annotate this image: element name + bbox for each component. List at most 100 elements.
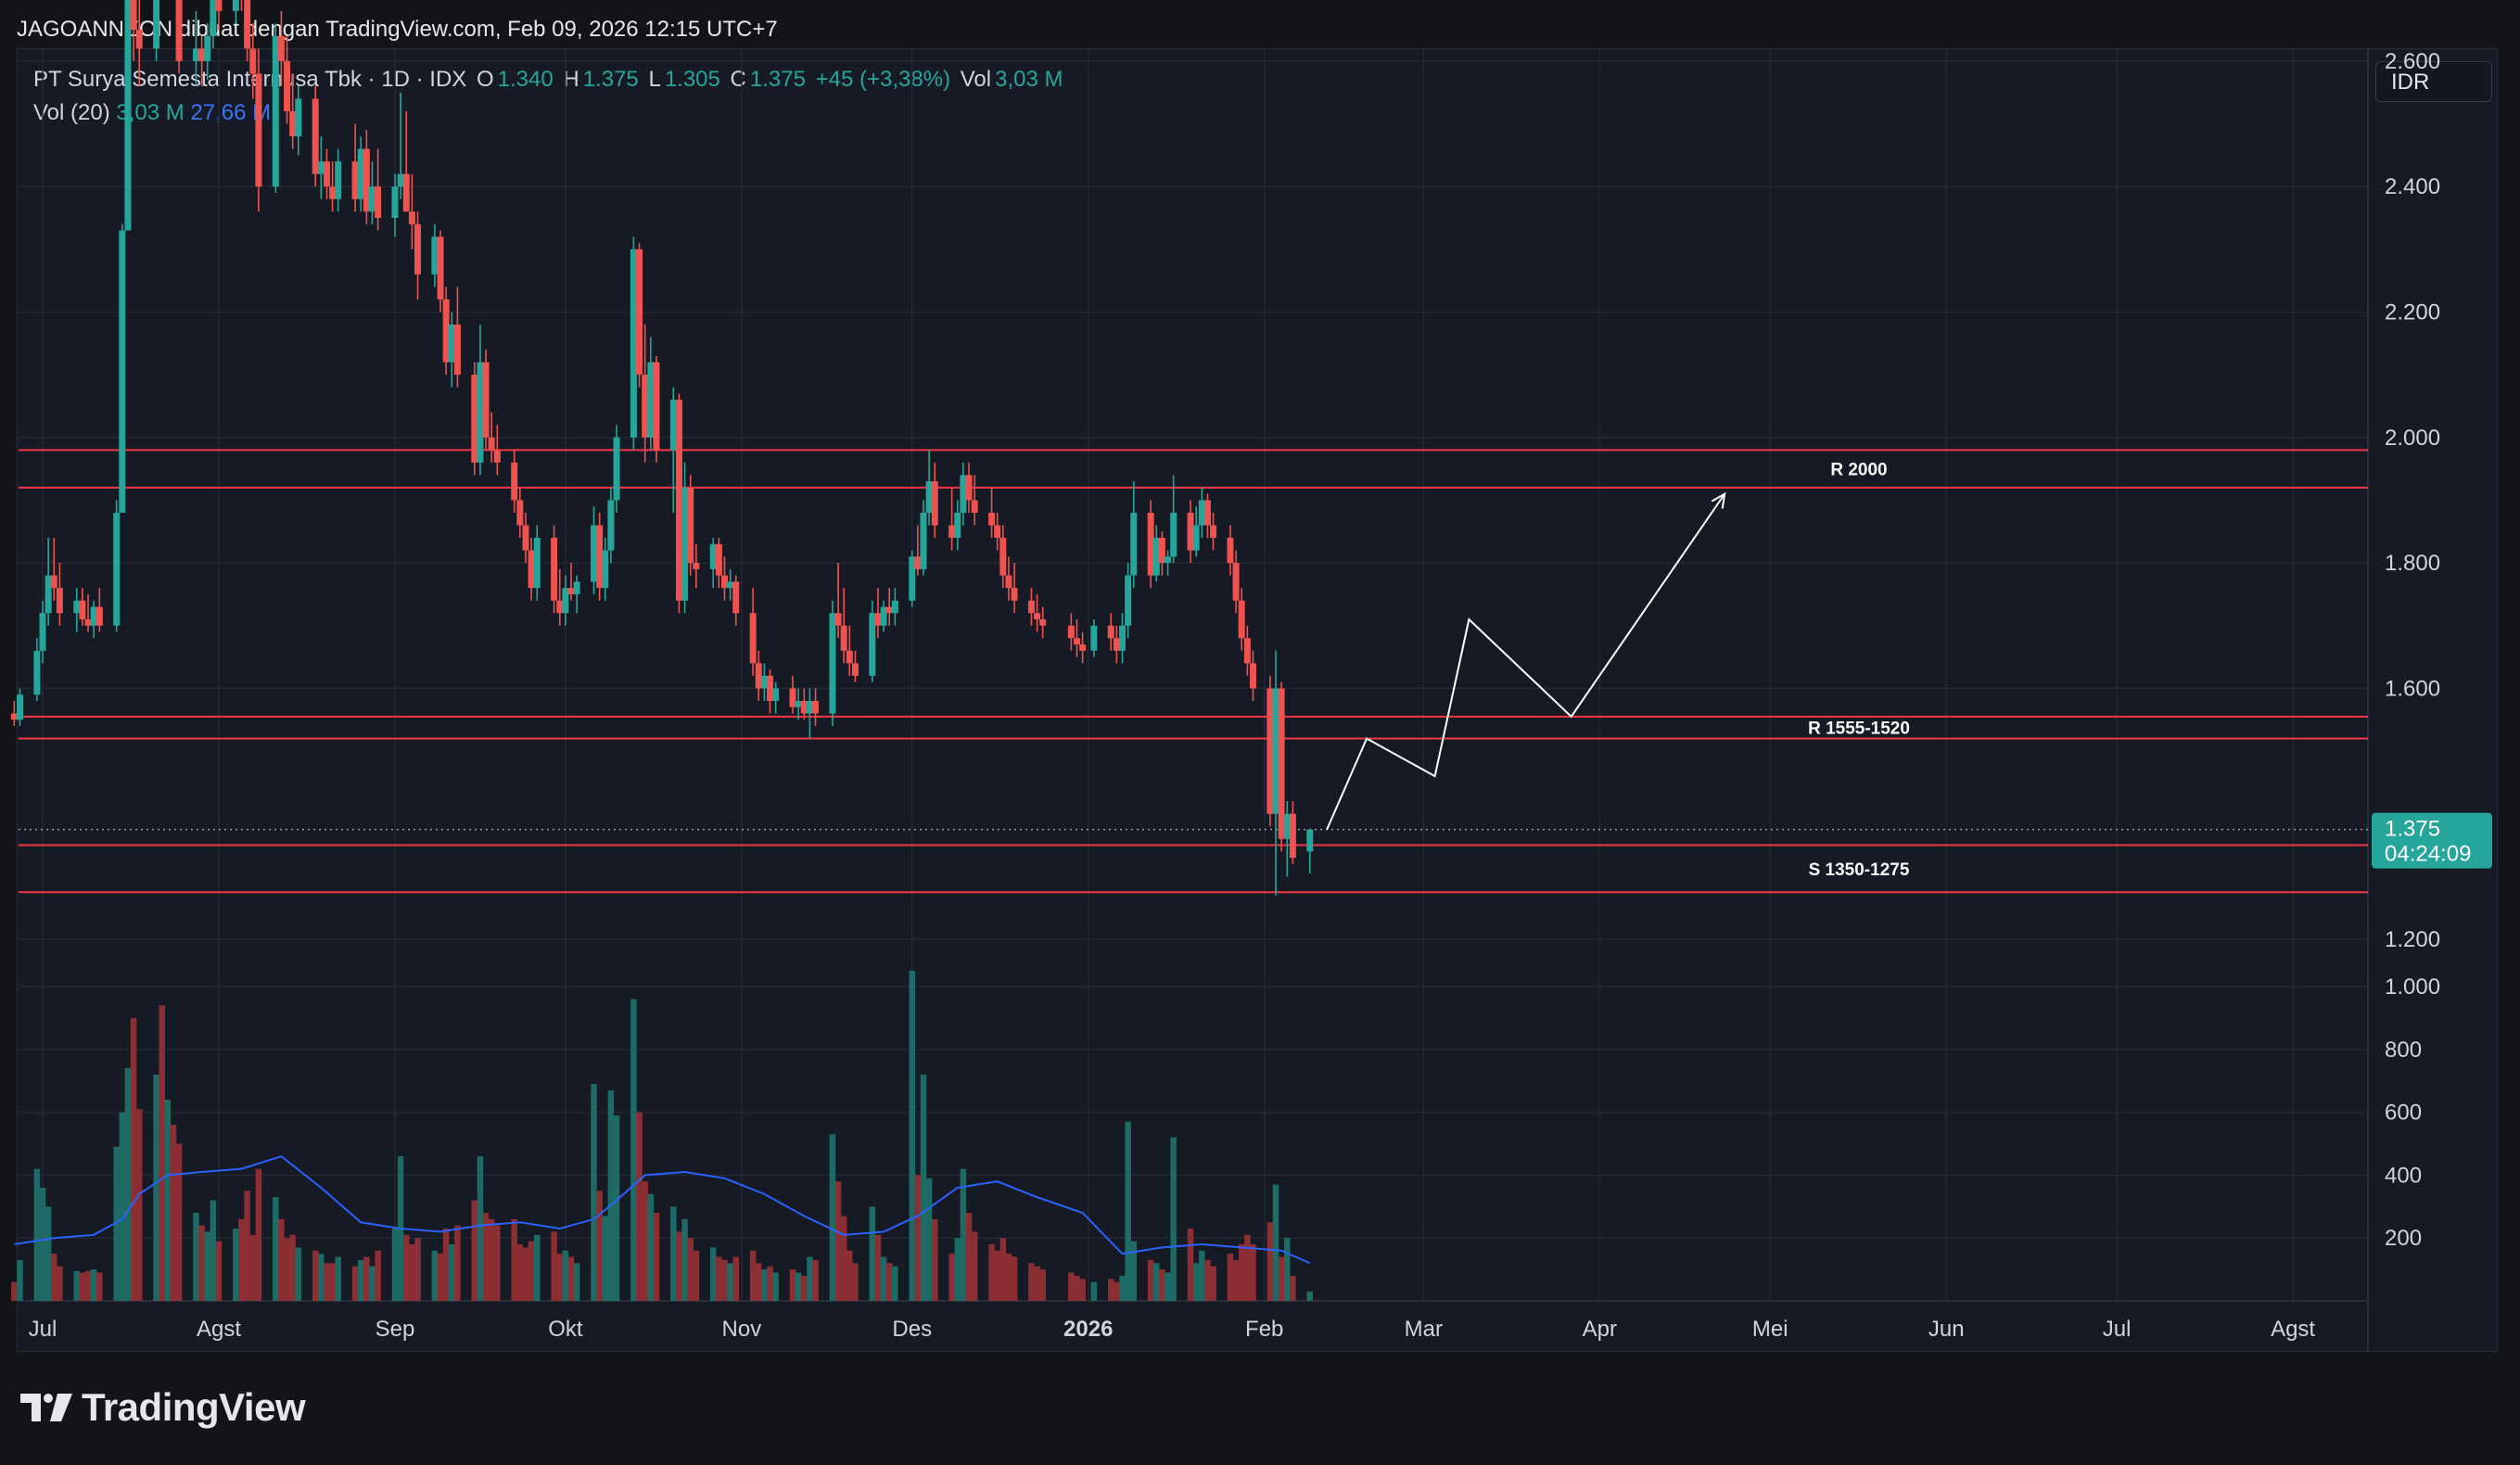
volume-bar [255, 1168, 262, 1301]
volume-tick-label: 200 [2385, 1226, 2422, 1251]
volume-bar [1227, 1254, 1234, 1301]
candle-body [289, 111, 297, 137]
candle-body [1238, 600, 1245, 639]
volume-bar [273, 1197, 279, 1301]
volume-bar [885, 1263, 893, 1301]
volume-bar [335, 1256, 341, 1301]
volume-bar [1028, 1263, 1035, 1301]
volume-bar [198, 1225, 205, 1301]
candle-body [175, 0, 183, 61]
volume-tick-label: 400 [2385, 1163, 2422, 1188]
candle-body [113, 512, 121, 626]
projection-path [1326, 493, 1726, 831]
volume-bar [829, 1134, 836, 1301]
candle-body [551, 538, 558, 601]
volume-bar [375, 1250, 381, 1301]
volume-bar [607, 1089, 615, 1301]
volume-bar [756, 1263, 762, 1301]
candle-body [829, 613, 836, 714]
candle-body [363, 148, 370, 212]
volume-bar [1108, 1279, 1114, 1301]
last-price-value: 1.375 [2385, 817, 2440, 842]
candle-body [1119, 625, 1126, 651]
candle-body [914, 556, 922, 569]
time-tick-label: Nov [722, 1317, 762, 1342]
candle-body [720, 575, 728, 589]
candle-body [812, 700, 820, 714]
candle-body [493, 450, 501, 463]
volume-bar [233, 1229, 239, 1301]
volume-bar [170, 1125, 177, 1301]
volume-bar [477, 1156, 484, 1301]
candle-body [556, 600, 564, 614]
close-value: 1.375 [749, 67, 806, 92]
candle-body [130, 0, 137, 31]
volume-bar [920, 1074, 927, 1301]
time-tick-label: Mei [1752, 1317, 1788, 1342]
volume-bar [960, 1168, 967, 1301]
volume-bar [852, 1263, 859, 1301]
open-label: O [476, 67, 494, 92]
volume-bar [709, 1247, 717, 1301]
candle-body [192, 48, 199, 61]
candle-body [1125, 575, 1132, 626]
time-tick-label: Jun [1928, 1317, 1965, 1342]
candle-body [368, 186, 375, 212]
candle-body [453, 325, 461, 376]
volume-bar [1170, 1137, 1177, 1301]
attribution-text: JAGOANNEON dibuat dengan TradingView.com… [17, 17, 778, 42]
candle-body [335, 161, 342, 199]
candle-body [351, 161, 359, 199]
volume-bar [119, 1112, 126, 1301]
volume-bar [409, 1243, 415, 1301]
candle-body [244, 0, 251, 49]
candle-body [1011, 588, 1018, 601]
currency-selector[interactable]: IDR [2375, 61, 2492, 102]
tradingview-logo[interactable]: TradingView [20, 1385, 306, 1430]
candle-body [45, 575, 52, 614]
time-tick-label: Agst [197, 1317, 241, 1342]
volume-bar [716, 1256, 722, 1301]
volume-bar [909, 971, 915, 1301]
change-value: +45 (+3,38%) [815, 67, 951, 92]
candle-body [1210, 525, 1217, 539]
candle-body [800, 700, 808, 714]
candle-body [442, 299, 450, 363]
volume-ma-label[interactable]: Vol (20) [33, 100, 110, 125]
candle-body [528, 550, 535, 589]
candle-body [95, 606, 103, 626]
volume-bar [767, 1266, 773, 1301]
volume-bar [414, 1238, 421, 1301]
volume-bar [965, 1213, 973, 1301]
volume-bar [948, 1254, 955, 1301]
candle-body [567, 588, 575, 594]
level-label: R 1555-1520 [1808, 720, 1910, 739]
volume-bar [1187, 1229, 1194, 1301]
time-tick-label: Agst [2271, 1317, 2315, 1342]
candle-body [317, 161, 325, 174]
candle-body [204, 35, 211, 61]
tradingview-brand: TradingView [82, 1385, 306, 1429]
candle-body [1187, 512, 1194, 551]
bar-countdown: 04:24:09 [2385, 842, 2471, 867]
volume-bar [516, 1243, 524, 1301]
volume-bar [892, 1266, 898, 1301]
volume-bar [449, 1243, 455, 1301]
price-tick-label: 2.200 [2385, 300, 2440, 325]
volume-bar [1119, 1275, 1126, 1301]
candle-body [1249, 663, 1256, 689]
candle-body [954, 512, 961, 539]
projection-arrowhead [1711, 491, 1726, 509]
candle-body [880, 606, 887, 626]
candle-body [153, 0, 160, 49]
volume-bar [124, 1068, 132, 1301]
candle-body [477, 362, 484, 463]
volume-bar [670, 1206, 677, 1301]
candle-body [573, 581, 580, 594]
candle-body [414, 223, 422, 274]
volume-bar [90, 1269, 97, 1301]
volume-bar [925, 1178, 933, 1301]
level-label: R 2000 [1830, 461, 1887, 480]
candle-body [709, 543, 717, 569]
